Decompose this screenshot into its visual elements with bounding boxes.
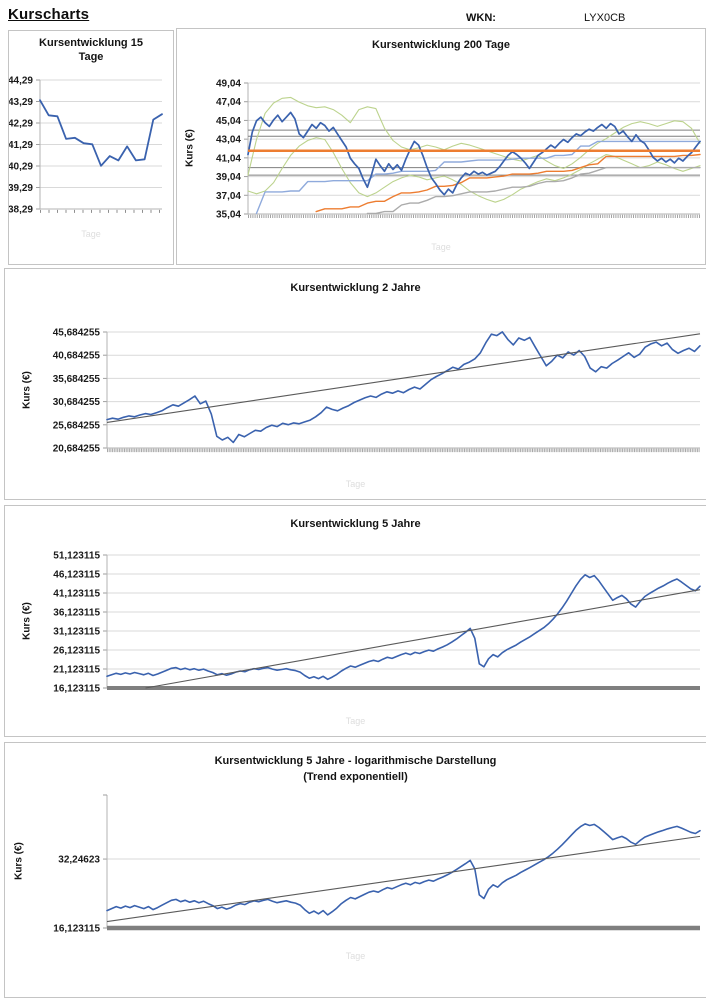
line-chart-5-jahre-log: 32,24623 16,123115 — [53, 794, 701, 935]
chart-title-5-jahre: Kursentwicklung 5 Jahre — [290, 518, 421, 530]
svg-text:35,04: 35,04 — [216, 210, 241, 221]
wkn-value: LYX0CB — [584, 12, 626, 24]
svg-text:41,123115: 41,123115 — [53, 589, 100, 600]
y-axis-label-kurs: Kurs (€) — [184, 129, 196, 167]
chart-subtitle-trend-exponentiell: (Trend exponentiell) — [303, 771, 408, 783]
x-axis-label-tage: Tage — [345, 716, 366, 726]
chart-panel-5-jahre: 51,123115 46,123115 41,123115 36,123115 31,1… — [4, 505, 706, 737]
svg-text:41,04: 41,04 — [216, 153, 241, 164]
svg-text:44,29: 44,29 — [9, 76, 33, 87]
x-axis-label-tage: Tage — [431, 242, 451, 252]
svg-text:40,684255: 40,684255 — [53, 351, 101, 362]
svg-text:36,123115: 36,123115 — [53, 608, 100, 619]
svg-text:47,04: 47,04 — [216, 97, 241, 108]
line-chart-5-jahre: 51,123115 46,123115 41,123115 36,123115 31,1… — [53, 551, 701, 695]
x-axis-label-tage: Tage — [345, 951, 366, 961]
svg-text:25,684255: 25,684255 — [53, 420, 101, 431]
y-axis-label-kurs: Kurs (€) — [21, 371, 33, 409]
svg-text:31,123115: 31,123115 — [53, 627, 100, 638]
line-chart-2-jahre: 45,684255 40,684255 35,684255 30,684255 25,6… — [53, 328, 701, 455]
y-axis-label-kurs: Kurs (€) — [13, 842, 25, 880]
chart-title-2-jahre: Kursentwicklung 2 Jahre — [290, 282, 421, 294]
page-title: Kurscharts — [8, 6, 90, 23]
chart-panel-15-tage: 44,29 43,29 42,29 41,29 40,29 39,29 38,29 Kurs… — [8, 30, 174, 265]
svg-text:32,24623: 32,24623 — [58, 855, 100, 866]
line-chart-15-tage: 44,29 43,29 42,29 41,29 40,29 39,29 38,29 — [9, 76, 163, 216]
svg-text:30,684255: 30,684255 — [53, 397, 101, 408]
svg-text:45,684255: 45,684255 — [53, 328, 101, 339]
wkn-label: WKN: — [466, 12, 496, 24]
svg-text:38,29: 38,29 — [9, 205, 33, 216]
svg-text:43,04: 43,04 — [216, 135, 241, 146]
svg-text:49,04: 49,04 — [216, 79, 241, 90]
svg-text:46,123115: 46,123115 — [53, 570, 100, 581]
svg-text:35,684255: 35,684255 — [53, 374, 101, 385]
chart-panel-5-jahre-log: 32,24623 16,123115 Kursentwicklung 5 Jahr… — [4, 742, 706, 998]
chart-panel-200-tage: 49,04 47,04 45,04 43,04 41,04 39,04 37,04 35,04… — [176, 28, 706, 265]
svg-text:21,123115: 21,123115 — [53, 665, 100, 676]
x-axis-label-tage: Tage — [81, 229, 101, 239]
chart-title-5-jahre-log: Kursentwicklung 5 Jahre - logarithmische… — [214, 755, 497, 767]
chart-panel-2-jahre: 45,684255 40,684255 35,684255 30,684255 25,6… — [4, 268, 706, 500]
y-axis-label-kurs: Kurs (€) — [21, 602, 33, 640]
chart-title-15-tage: Kursentwicklung 15 Tage — [39, 37, 143, 63]
line-chart-200-tage: 49,04 47,04 45,04 43,04 41,04 39,04 37,04 35,04 — [216, 79, 701, 221]
svg-text:43,29: 43,29 — [9, 97, 33, 108]
svg-text:42,29: 42,29 — [9, 119, 33, 130]
svg-text:16,123115: 16,123115 — [53, 924, 100, 935]
svg-text:37,04: 37,04 — [216, 191, 241, 202]
svg-text:26,123115: 26,123115 — [53, 646, 100, 657]
svg-text:45,04: 45,04 — [216, 116, 241, 127]
x-axis-label-tage: Tage — [345, 479, 366, 489]
svg-text:39,04: 39,04 — [216, 172, 241, 183]
svg-text:39,29: 39,29 — [9, 183, 33, 194]
svg-text:16,123115: 16,123115 — [53, 684, 100, 695]
svg-text:41,29: 41,29 — [9, 140, 33, 151]
chart-title-200-tage: Kursentwicklung 200 Tage — [372, 39, 510, 51]
svg-text:51,123115: 51,123115 — [53, 551, 100, 562]
svg-text:20,684255: 20,684255 — [53, 444, 101, 455]
svg-text:40,29: 40,29 — [9, 162, 33, 173]
